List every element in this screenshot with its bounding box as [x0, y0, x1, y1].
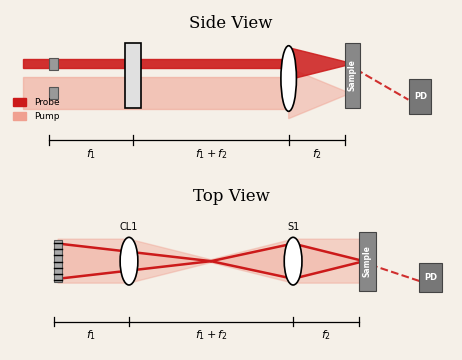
- Polygon shape: [58, 239, 359, 283]
- Polygon shape: [23, 77, 289, 109]
- Text: Top View: Top View: [193, 188, 269, 205]
- Polygon shape: [58, 244, 211, 279]
- Polygon shape: [293, 244, 359, 279]
- Text: CL1: CL1: [120, 222, 138, 232]
- Text: Side View: Side View: [189, 15, 273, 32]
- Text: PD: PD: [414, 92, 427, 101]
- Text: $f_1$: $f_1$: [86, 328, 97, 342]
- Bar: [49, 58, 58, 69]
- Legend: Probe, Pump: Probe, Pump: [9, 95, 63, 125]
- Ellipse shape: [281, 46, 297, 111]
- Bar: [419, 263, 442, 292]
- Bar: [126, 42, 141, 108]
- Text: $f_1$: $f_1$: [86, 148, 97, 161]
- Bar: [49, 87, 58, 99]
- Text: $f_2$: $f_2$: [311, 148, 322, 161]
- Text: Sample: Sample: [363, 245, 371, 277]
- Bar: [409, 78, 432, 114]
- Text: $f_1 + f_2$: $f_1 + f_2$: [195, 328, 227, 342]
- Ellipse shape: [284, 237, 302, 285]
- Bar: [359, 232, 376, 291]
- Text: Sample: Sample: [347, 59, 357, 91]
- Bar: [54, 240, 62, 283]
- Text: S1: S1: [287, 222, 299, 232]
- Polygon shape: [289, 68, 346, 119]
- Text: $f_2$: $f_2$: [321, 328, 331, 342]
- Text: $f_1 + f_2$: $f_1 + f_2$: [195, 148, 227, 161]
- Polygon shape: [211, 244, 293, 279]
- Polygon shape: [23, 59, 289, 68]
- Ellipse shape: [120, 237, 138, 285]
- Polygon shape: [289, 48, 346, 80]
- Text: PD: PD: [424, 273, 437, 282]
- Bar: [345, 42, 360, 108]
